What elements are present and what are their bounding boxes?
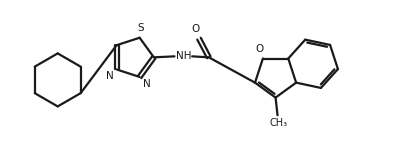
Text: CH₃: CH₃: [270, 118, 288, 128]
Text: O: O: [256, 44, 264, 54]
Text: N: N: [142, 79, 150, 89]
Text: O: O: [191, 24, 199, 34]
Text: N: N: [106, 71, 114, 81]
Text: NH: NH: [176, 51, 191, 61]
Text: S: S: [137, 23, 144, 33]
